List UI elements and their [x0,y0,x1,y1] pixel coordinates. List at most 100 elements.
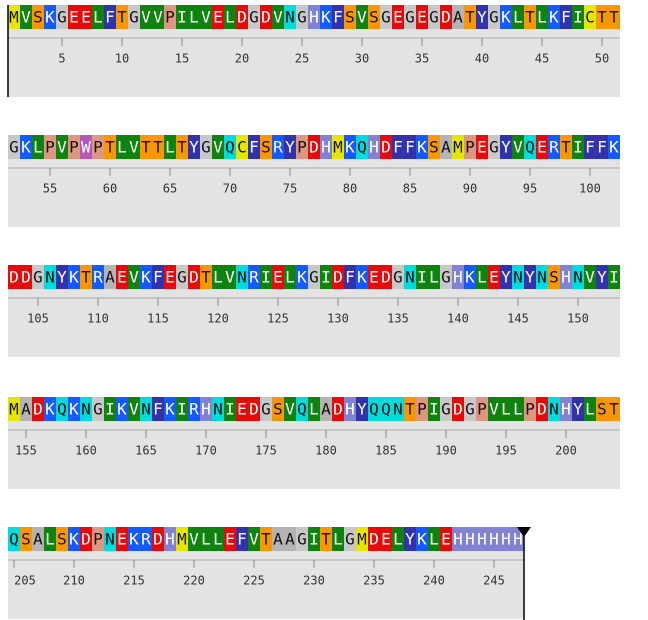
residue: K [165,400,175,419]
tick-label: 95 [523,182,537,196]
residue: E [417,8,427,27]
residue: I [177,8,187,27]
residue-cell [44,5,56,29]
residue-cell [176,265,188,289]
residue: K [69,268,79,287]
residue-cell [392,5,404,29]
residue: H [513,530,523,549]
tick-label: 40 [475,52,489,66]
residue: I [321,268,331,287]
residue-cell [104,527,116,551]
residue-cell [452,265,464,289]
residue-cell [212,397,224,421]
residue: K [345,138,355,157]
residue: K [465,268,475,287]
residue: H [561,400,571,419]
residue: D [369,530,379,549]
residue: G [297,8,307,27]
residue-cell [476,5,488,29]
residue: C [585,8,595,27]
residue-cell [164,135,176,159]
residue: N [213,400,223,419]
residue: T [81,268,91,287]
residue-cell [212,5,224,29]
residue: I [573,138,583,157]
residue-cell [572,5,584,29]
residue: I [261,268,271,287]
residue-cell [140,397,152,421]
residue: G [345,530,355,549]
residue-cell [296,265,308,289]
residue: H [201,400,211,419]
residue-cell [368,5,380,29]
residue: D [381,268,391,287]
residue-cell [320,5,332,29]
residue: I [609,268,619,287]
residue: A [105,268,115,287]
residue-cell [32,265,44,289]
residue-cell [380,397,392,421]
residue: L [477,268,487,287]
residue: G [249,8,259,27]
residue-cell [452,5,464,29]
residue: K [45,8,55,27]
residue: V [285,400,295,419]
residue-cell [20,527,32,551]
residue-cell [224,135,236,159]
residue: L [429,530,439,549]
residue: D [309,138,319,157]
residue-cell [176,527,188,551]
residue-cell [440,5,452,29]
residue-cell [404,265,416,289]
residue: R [141,530,151,549]
tick-label: 195 [495,444,517,458]
residue: S [21,530,31,549]
residue: V [225,268,235,287]
residue: I [309,530,319,549]
residue-cell [284,135,296,159]
residue-cell [224,5,236,29]
residue: S [369,8,379,27]
residue: G [465,400,475,419]
residue-cell [404,135,416,159]
residue: G [9,138,19,157]
residue: E [81,8,91,27]
residue: V [357,8,367,27]
residue-cell [428,135,440,159]
residue-cell [500,397,512,421]
residue: N [285,8,295,27]
residue-cell [332,265,344,289]
tick-label: 20 [235,52,249,66]
residue-cell [476,265,488,289]
residue-cell [68,5,80,29]
residue: D [537,400,547,419]
residue: L [93,8,103,27]
residue: G [33,268,43,287]
residue-cell [260,527,272,551]
residue-cell [20,5,32,29]
residue: T [405,400,415,419]
residue: D [453,400,463,419]
tick-label: 25 [295,52,309,66]
residue: K [69,400,79,419]
residue-cell [272,265,284,289]
residue: L [429,268,439,287]
residue-cell [236,265,248,289]
residue-cell [128,265,140,289]
tick-label: 15 [175,52,189,66]
tick-label: 165 [135,444,157,458]
residue: T [465,8,475,27]
residue: G [489,8,499,27]
residue: N [81,400,91,419]
residue-cell [224,265,236,289]
residue: D [9,268,19,287]
residue: V [21,8,31,27]
residue-cell [8,397,20,421]
residue-cell [344,397,356,421]
residue-cell [320,135,332,159]
residue: D [333,268,343,287]
residue: Y [525,268,535,287]
residue-cell [536,135,548,159]
residue-cell [224,527,236,551]
residue-cell [440,397,452,421]
